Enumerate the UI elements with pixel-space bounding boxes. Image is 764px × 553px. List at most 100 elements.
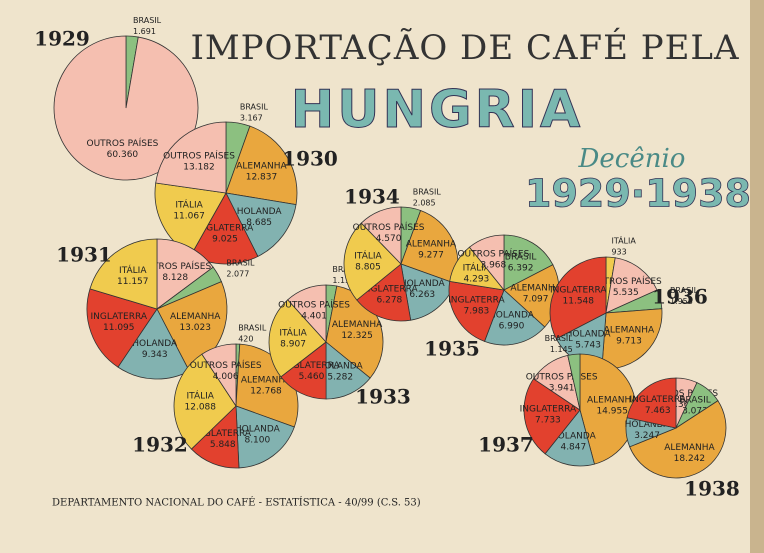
slice-label: BRASIL xyxy=(226,259,255,268)
slice-label: HOLANDA xyxy=(235,424,281,434)
slice-label: BRASIL xyxy=(133,16,162,25)
slice-label: ITÁLIA xyxy=(119,264,147,276)
year-label: 1929 xyxy=(34,27,90,51)
value-label: 1.953 xyxy=(670,297,693,306)
year-label: 1938 xyxy=(684,477,740,501)
slice-label: ALEMANHA xyxy=(332,320,383,330)
value-label: 12.768 xyxy=(250,387,282,397)
slice-label: HOLANDA xyxy=(625,420,671,430)
value-label: 5.535 xyxy=(613,288,639,298)
pie-slice xyxy=(89,238,158,310)
value-label: 2.368 xyxy=(669,400,695,410)
pie-slice xyxy=(544,409,595,467)
value-label: 11.157 xyxy=(117,277,149,287)
year-label: 1933 xyxy=(355,385,411,409)
value-label: 4.006 xyxy=(213,372,239,382)
value-label: 60.360 xyxy=(107,150,139,160)
year-label: 1932 xyxy=(132,433,188,457)
pie-slice xyxy=(173,353,237,450)
value-label: 9.343 xyxy=(142,350,168,360)
value-label: 8.805 xyxy=(355,263,381,273)
slice-label: BRASIL xyxy=(545,334,574,343)
slice-label: BRASIL xyxy=(238,324,267,333)
pie-slice xyxy=(549,256,607,340)
slice-label: OUTROS PAÍSES xyxy=(163,149,235,161)
slice-label: HOLANDA xyxy=(132,339,178,349)
page-edge xyxy=(750,0,764,553)
slice-label: ALEMANHA xyxy=(664,443,715,453)
value-label: 6.990 xyxy=(499,322,525,332)
value-label: 4.847 xyxy=(560,442,586,452)
value-label: 6.278 xyxy=(377,295,403,305)
value-label: 3.247 xyxy=(634,431,660,441)
value-label: 18.242 xyxy=(674,454,706,464)
slice-label: ITÁLIA xyxy=(279,327,307,339)
pie-slice xyxy=(483,289,546,346)
pie-slice xyxy=(225,125,298,206)
slice-label: OUTROS PAÍSES xyxy=(590,275,662,287)
value-label: 12.088 xyxy=(185,403,217,413)
pie-chart: OUTROS PAÍSES8.128BRASIL2.077ALEMANHA13.… xyxy=(56,238,255,380)
value-label: 5.848 xyxy=(210,440,236,450)
slice-label: ITÁLIA xyxy=(354,250,382,262)
pie-slice xyxy=(53,35,199,181)
value-label: 9.277 xyxy=(418,250,444,260)
slice-label: OUTROS PAÍSES xyxy=(526,371,598,383)
slice-label: INGLATERRA xyxy=(197,224,254,234)
value-label: 5.282 xyxy=(327,372,353,382)
value-label: 13.023 xyxy=(179,323,211,333)
pie-slice xyxy=(343,222,402,301)
pie-slice xyxy=(280,341,327,400)
value-label: 4.401 xyxy=(301,312,327,322)
footer: DEPARTAMENTO NACIONAL DO CAFÉ - ESTATÍST… xyxy=(52,497,421,509)
value-label: 1.138 xyxy=(332,276,355,285)
slice-label: INGLATERRA xyxy=(550,286,607,296)
value-label: 8.128 xyxy=(162,273,188,283)
year-label: 1931 xyxy=(56,243,112,267)
value-label: 12.325 xyxy=(341,331,373,341)
value-label: 8.907 xyxy=(280,340,306,350)
slice-label: OUTROS PAÍSES xyxy=(190,359,262,371)
slice-label: OUTROS PAÍSES xyxy=(86,137,158,149)
pie-chart: BRASIL420ALEMANHA12.768HOLANDA8.100INGLA… xyxy=(132,324,299,469)
pie-slice xyxy=(235,405,295,469)
value-label: 7.463 xyxy=(645,406,671,416)
year-label: 1937 xyxy=(478,433,534,457)
value-label: 420 xyxy=(238,335,253,344)
slice-label: HOLANDA xyxy=(237,207,283,217)
value-label: 933 xyxy=(611,248,626,257)
slice-label: ALEMANHA xyxy=(510,284,561,294)
value-label: 2.077 xyxy=(226,270,249,279)
pie-chart: BRASIL1.138ALEMANHA12.325HOLANDA5.282ING… xyxy=(268,265,411,409)
slice-label: OUTROS PAÍSES xyxy=(353,221,425,233)
value-label: 9.025 xyxy=(212,235,238,245)
pie-slice xyxy=(523,378,581,455)
slice-label: ALEMANHA xyxy=(170,312,221,322)
value-label: 3.968 xyxy=(480,260,506,270)
pie-slice xyxy=(190,405,240,469)
pie-slice xyxy=(268,299,327,378)
slice-label: HOLANDA xyxy=(566,330,612,340)
value-label: 14.955 xyxy=(596,406,628,416)
pie-slice xyxy=(156,238,214,310)
pie-chart: OUTROS PAÍSES2.368BRASIL3.073ALEMANHA18.… xyxy=(625,377,740,501)
slice-label: HOLANDA xyxy=(551,431,597,441)
pie-slice xyxy=(356,263,412,322)
pie-slice xyxy=(605,257,658,314)
slice-label: ITÁLIA xyxy=(611,235,636,246)
slice-label: INGLATERRA xyxy=(520,404,577,414)
value-label: 7.733 xyxy=(535,415,561,425)
value-label: 8.100 xyxy=(244,435,270,445)
value-label: 8.685 xyxy=(246,218,272,228)
slice-label: ALEMANHA xyxy=(604,325,655,335)
value-label: 3.073 xyxy=(682,407,708,417)
slice-label: ITÁLIA xyxy=(187,390,215,402)
slice-label: INGLATERRA xyxy=(448,296,505,306)
slice-label: OUTROS PAÍSES xyxy=(278,299,350,311)
